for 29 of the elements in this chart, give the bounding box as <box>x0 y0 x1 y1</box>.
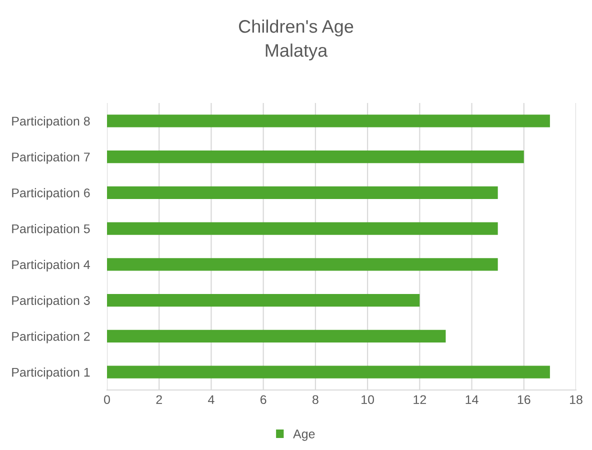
x-tick-label: 8 <box>312 395 318 404</box>
x-tick-label: 6 <box>260 395 266 404</box>
x-tick-label: 18 <box>570 395 582 404</box>
x-tick-label: 10 <box>362 395 374 404</box>
y-tick-label: Participation 8 <box>12 116 90 128</box>
legend-label: Age <box>293 430 315 441</box>
bar <box>107 114 550 128</box>
y-tick-label: Participation 2 <box>12 332 90 344</box>
bar <box>107 222 498 235</box>
x-tick-label: 16 <box>518 395 530 404</box>
bar <box>107 294 420 307</box>
y-tick-label: Participation 4 <box>12 260 90 272</box>
x-tick-label: 4 <box>208 395 214 404</box>
chart-subtitle: Malatya <box>266 44 328 60</box>
bar <box>107 150 524 164</box>
x-tick-label: 2 <box>156 395 162 404</box>
y-tick-label: Participation 5 <box>12 224 90 236</box>
x-tick-label: 14 <box>466 395 478 404</box>
x-tick-label: 12 <box>414 395 426 404</box>
x-tick-label: 0 <box>104 395 110 404</box>
bar <box>107 366 550 378</box>
y-tick-label: Participation 1 <box>12 368 90 380</box>
y-tick-label: Participation 7 <box>12 152 90 164</box>
bar <box>107 186 498 199</box>
bar <box>107 330 446 342</box>
y-tick-label: Participation 6 <box>12 188 90 200</box>
chart-title: Children's Age <box>238 20 354 36</box>
y-tick-label: Participation 3 <box>12 296 90 308</box>
bar <box>107 258 498 271</box>
